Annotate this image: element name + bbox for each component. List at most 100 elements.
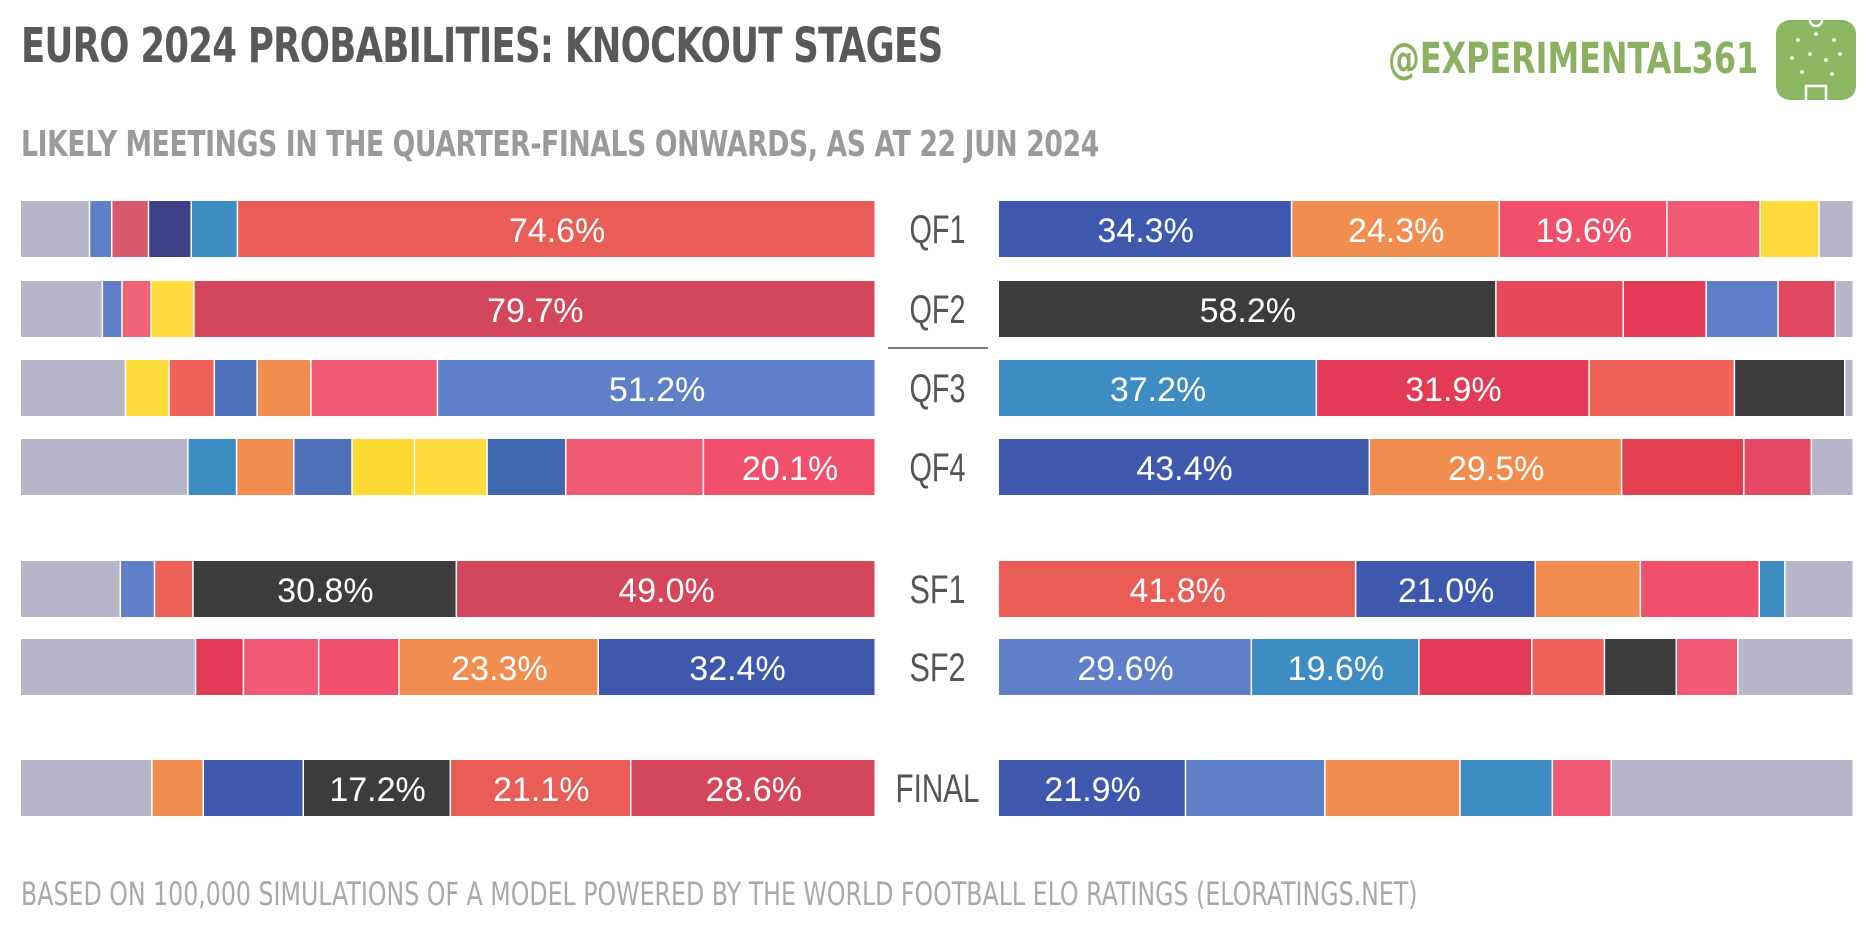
data-label-sf2-france: 32.4% [689,650,785,688]
bar-qf3-left-other [21,360,125,416]
bar-final-right-netherlands [1325,760,1460,816]
bar-sf1-right-belgium [1641,561,1759,617]
bar-qf4-left-italy [188,439,236,495]
bar-qf4-right-turkey [1622,439,1744,495]
bar-qf1-left-italy [192,201,237,257]
bar-sf2-right-england [999,639,1251,695]
bar-sf1-right-italy [1759,561,1785,617]
bar-qf4-right-czechia [1744,439,1811,495]
bar-qf2-right-england [1706,281,1778,337]
author-handle[interactable]: @EXPERIMENTAL361 [1387,34,1758,84]
bar-qf2-left-spain [194,281,875,337]
bar-final-left-portugal [451,760,630,816]
bar-qf4-right-france [999,439,1369,495]
data-label-final-germany: 17.2% [329,771,425,809]
bar-qf1-right-france [999,201,1291,257]
bar-qf3-left-netherlands [257,360,311,416]
round-label-final: FINAL [896,767,980,811]
bar-qf1-right-romania [1760,201,1819,257]
data-label-sf1-france: 21.0% [1398,572,1494,610]
page-subtitle: LIKELY MEETINGS IN THE QUARTER-FINALS ON… [21,124,1099,165]
bar-qf2-left-other [21,281,102,337]
data-label-sf2-italy: 19.6% [1288,650,1384,688]
bar-sf1-right-portugal [999,561,1355,617]
bar-qf1-left-scotland [149,201,191,257]
bar-qf2-left-poland [122,281,151,337]
bar-qf1-left-england [90,201,111,257]
bar-qf3-right-other [1845,360,1853,416]
bar-sf2-right-switzerland [1419,639,1532,695]
bar-qf3-left-austria [311,360,437,416]
bar-sf2-left-other [21,639,195,695]
bar-qf3-right-germany [1735,360,1844,416]
data-label-final-spain: 28.6% [706,771,802,809]
bar-qf4-right-other [1812,439,1853,495]
bar-qf4-left-other [21,439,188,495]
bar-sf2-left-switzerland [196,639,243,695]
bar-final-left-spain [631,760,875,816]
bar-sf1-left-croatia [155,561,193,617]
bar-sf1-left-other [21,561,120,617]
bar-sf1-right-france [1356,561,1535,617]
bar-qf2-right-serbia [1778,281,1835,337]
bar-sf1-left-england [121,561,154,617]
data-label-sf1-spain: 49.0% [618,572,714,610]
bar-qf3-right-croatia [1589,360,1734,416]
bar-final-right-other [1612,760,1853,816]
data-label-sf1-portugal: 41.8% [1129,572,1225,610]
round-label-qf3: QF3 [910,367,966,411]
bar-qf1-left-albania [112,201,148,257]
football-pitch-icon [1776,19,1856,100]
data-label-qf2-spain: 79.7% [487,292,583,330]
page-title: EURO 2024 PROBABILITIES: KNOCKOUT STAGES [21,18,943,74]
bar-qf2-right-other [1836,281,1853,337]
data-label-qf1-belgium: 19.6% [1536,212,1632,250]
bar-qf3-right-italy [999,360,1316,416]
bar-final-left-france [203,760,303,816]
bar-qf3-left-croatia [169,360,214,416]
data-label-final-portugal: 21.1% [493,771,589,809]
bar-sf2-left-france [598,639,875,695]
bar-sf2-right-germany [1605,639,1676,695]
bar-final-left-other [21,760,152,816]
data-label-qf3-switzerland: 31.9% [1405,371,1501,409]
round-label-qf2: QF2 [910,288,966,332]
bar-final-left-germany [304,760,450,816]
bar-final-right-italy [1460,760,1552,816]
round-label-sf1: SF1 [910,568,966,612]
bar-qf2-left-england [103,281,122,337]
bar-sf1-right-netherlands [1535,561,1640,617]
round-label-qf4: QF4 [910,446,966,490]
bar-final-right-england [1186,760,1325,816]
data-label-qf1-portugal: 74.6% [509,212,605,250]
data-label-qf3-england: 51.2% [609,371,705,409]
data-label-sf2-netherlands: 23.3% [451,650,547,688]
bar-qf4-left-slovakia [487,439,565,495]
bar-qf4-left-romania [415,439,487,495]
bar-sf2-left-austria [244,639,318,695]
bar-qf1-left-other [21,201,89,257]
round-label-qf1: QF1 [910,208,966,252]
data-label-qf4-belgium: 20.1% [742,450,838,488]
data-label-final-france: 21.9% [1044,771,1140,809]
bar-qf4-left-netherlands [237,439,294,495]
bar-sf2-right-croatia [1532,639,1604,695]
bar-qf1-right-austria [1667,201,1760,257]
footer-note: BASED ON 100,000 SIMULATIONS OF A MODEL … [21,875,1418,913]
data-label-qf1-france: 34.3% [1097,212,1193,250]
bar-qf2-left-romania [151,281,194,337]
bar-qf1-right-netherlands [1292,201,1499,257]
bar-qf1-right-belgium [1500,201,1667,257]
bar-sf1-left-germany [193,561,456,617]
bar-sf2-left-netherlands [399,639,598,695]
bar-qf2-right-germany [999,281,1496,337]
data-label-sf1-germany: 30.8% [277,572,373,610]
bar-qf4-left-slovenia [294,439,352,495]
bar-final-left-netherlands [152,760,203,816]
bar-sf2-left-belgium [319,639,399,695]
data-label-qf4-france: 43.4% [1136,450,1232,488]
bar-qf4-left-ukraine [352,439,414,495]
data-label-qf2-germany: 58.2% [1200,292,1296,330]
round-label-sf2: SF2 [910,646,966,690]
